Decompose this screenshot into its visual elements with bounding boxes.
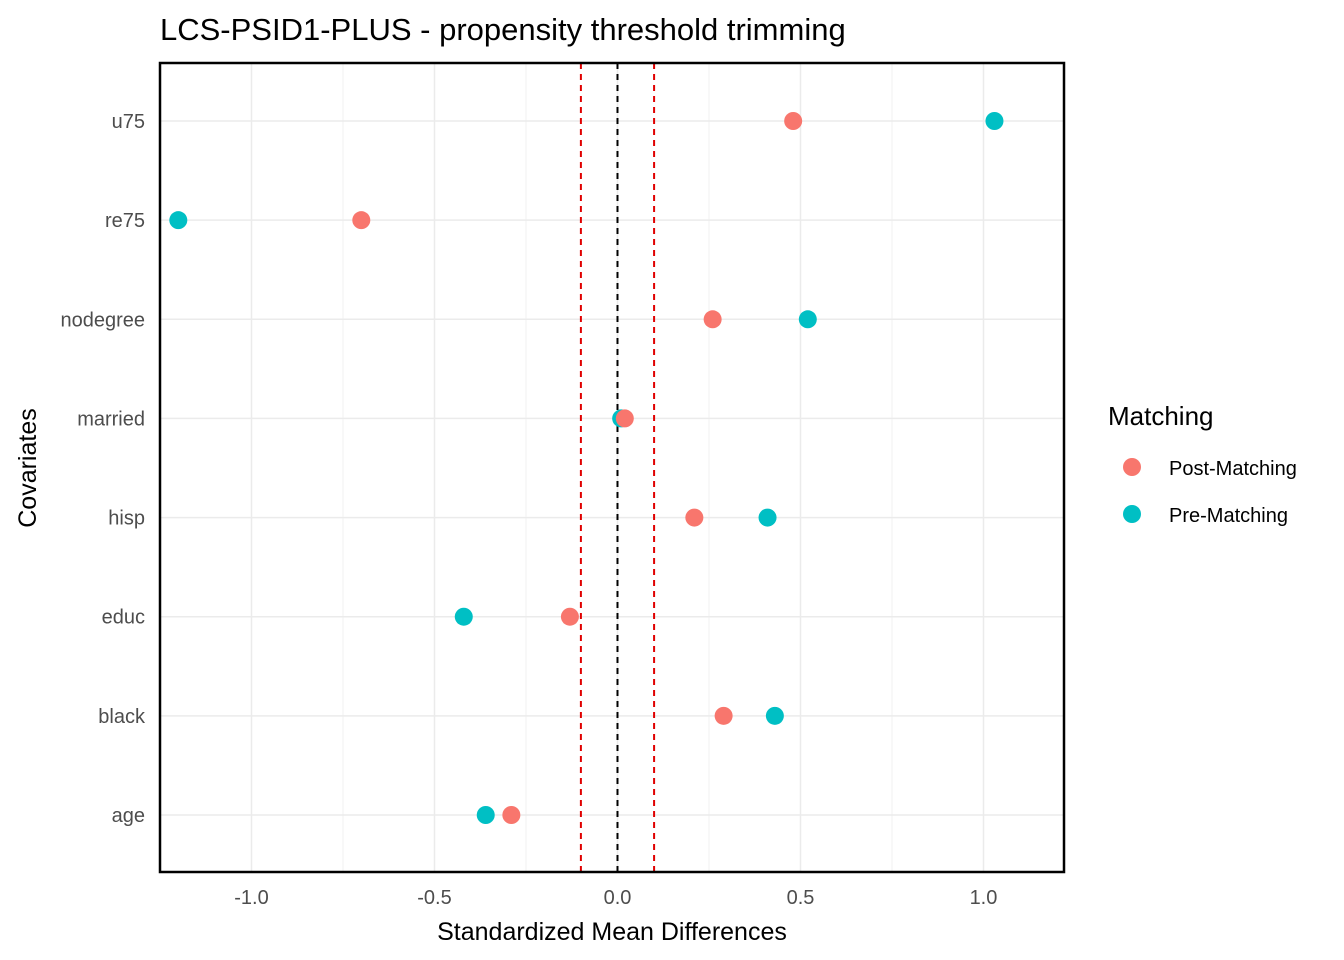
y-tick-label: re75 xyxy=(105,210,145,232)
y-tick-label: black xyxy=(98,706,146,728)
point-pre-matching-nodegree xyxy=(798,310,817,329)
x-tick-label: 1.0 xyxy=(970,887,998,909)
legend-key-pre-matching xyxy=(1123,505,1141,523)
point-post-matching-nodegree xyxy=(703,310,722,329)
legend-label: Post-Matching xyxy=(1169,458,1297,480)
reference-lines xyxy=(579,63,656,872)
point-post-matching-u75 xyxy=(784,112,803,130)
point-post-matching-hisp xyxy=(685,508,704,527)
point-post-matching-re75 xyxy=(352,211,371,230)
point-pre-matching-hisp xyxy=(758,508,777,527)
x-axis-title: Standardized Mean Differences xyxy=(437,918,787,946)
point-post-matching-educ xyxy=(560,607,579,626)
point-post-matching-married xyxy=(615,409,634,428)
point-pre-matching-black xyxy=(765,706,784,725)
data-points xyxy=(169,112,1004,824)
x-tick-label: -1.0 xyxy=(234,887,268,909)
x-tick-label: 0.0 xyxy=(604,887,632,909)
x-tick-label: -0.5 xyxy=(417,887,451,909)
y-tick-label: married xyxy=(77,408,145,430)
legend-key-post-matching xyxy=(1123,458,1141,476)
y-tick-label: hisp xyxy=(108,508,145,530)
y-axis-title: Covariates xyxy=(14,408,42,528)
y-tick-label: educ xyxy=(102,607,145,629)
point-pre-matching-educ xyxy=(454,607,473,626)
y-tick-labels: u75 re75 nodegree married hisp educ black age xyxy=(60,111,146,827)
legend-label: Pre-Matching xyxy=(1169,505,1288,527)
grid xyxy=(160,63,1064,872)
legend: Matching Post-Matching Pre-Matching xyxy=(1108,401,1297,527)
x-tick-label: 0.5 xyxy=(787,887,815,909)
point-pre-matching-u75 xyxy=(985,112,1004,130)
y-tick-label: nodegree xyxy=(60,309,145,331)
y-tick-label: age xyxy=(112,805,145,827)
chart-title: LCS-PSID1-PLUS - propensity threshold tr… xyxy=(160,12,846,47)
point-pre-matching-age xyxy=(476,806,495,824)
x-tick-labels: -1.0 -0.5 0.0 0.5 1.0 xyxy=(234,887,997,909)
point-post-matching-black xyxy=(714,706,733,725)
point-post-matching-age xyxy=(502,806,521,824)
legend-title: Matching xyxy=(1108,401,1214,431)
plot-border xyxy=(158,61,1066,874)
point-pre-matching-re75 xyxy=(169,211,188,230)
y-tick-label: u75 xyxy=(112,111,145,133)
